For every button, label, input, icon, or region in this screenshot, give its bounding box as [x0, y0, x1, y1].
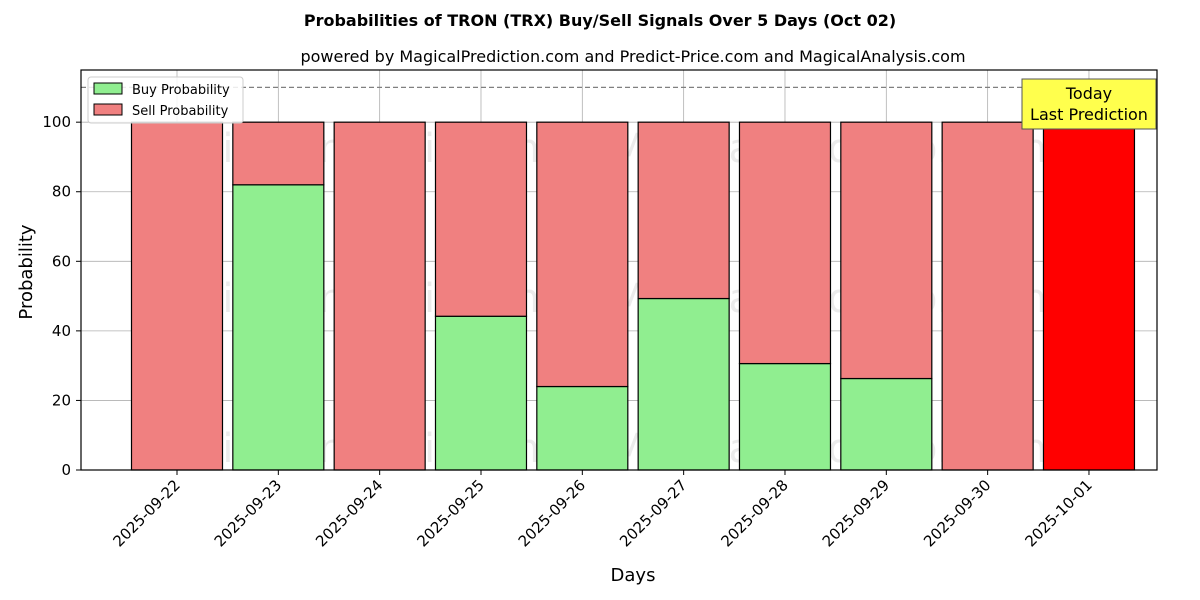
today-annotation-box: [1021, 78, 1157, 130]
legend-swatch-sell: [93, 103, 123, 116]
y-tick-label: 0: [61, 461, 71, 479]
bar-buy-2025-09-28: [738, 362, 832, 471]
today-annotation: Today Last Prediction: [1021, 78, 1157, 130]
x-tick-label: 2025-09-27: [616, 476, 690, 550]
bar-sell-2025-09-26: [536, 121, 629, 388]
bar-buy-2025-09-29: [840, 377, 933, 471]
x-tick-label: 2025-09-26: [515, 476, 589, 550]
x-tick-label: 2025-10-01: [1021, 476, 1095, 550]
bar-sell-2025-10-01: [1042, 121, 1136, 471]
chart-subtitle: powered by MagicalPrediction.com and Pre…: [300, 47, 965, 66]
plot-frame: [80, 69, 1158, 471]
x-tick-label: 2025-09-29: [819, 476, 893, 550]
y-tick-label: 80: [52, 183, 71, 201]
bar-sell-2025-09-27: [637, 121, 730, 300]
bar-buy-2025-09-26: [536, 385, 629, 471]
legend: Buy Probability Sell Probability: [87, 76, 244, 124]
today-annotation-line-1: Today: [1065, 84, 1112, 103]
x-tick-label: 2025-09-30: [920, 476, 994, 550]
x-axis-label: Days: [611, 565, 656, 586]
bar-sell-2025-09-24: [333, 121, 426, 471]
y-tick-label: 100: [42, 113, 71, 131]
legend-label-buy: Buy Probability: [132, 83, 230, 98]
x-tick-label: 2025-09-23: [211, 476, 285, 550]
bar-buy-2025-09-25: [434, 315, 528, 471]
bars: [130, 121, 1136, 471]
bar-sell-2025-09-28: [738, 121, 832, 365]
x-tick-label: 2025-09-22: [109, 476, 183, 550]
y-axis-label: Probability: [16, 224, 37, 319]
x-tick-label: 2025-09-28: [717, 476, 791, 550]
bar-sell-2025-09-25: [434, 121, 528, 317]
bar-sell-2025-09-30: [941, 121, 1034, 471]
y-tick-label: 40: [52, 322, 71, 340]
bar-sell-2025-09-23: [232, 121, 325, 186]
bar-buy-2025-09-27: [637, 297, 730, 471]
x-tick-label: 2025-09-25: [413, 476, 487, 550]
y-tick-label: 60: [52, 252, 71, 270]
legend-box: [87, 76, 244, 124]
y-tick-label: 20: [52, 391, 71, 409]
x-axis: 2025-09-22 2025-09-23 2025-09-24 2025-09-25…: [109, 470, 1096, 550]
legend-label-sell: Sell Probability: [132, 104, 229, 119]
y-axis: 0 20 40 60 80 100: [42, 113, 81, 479]
bar-sell-2025-09-29: [840, 121, 933, 380]
x-tick-label: 2025-09-24: [312, 476, 386, 550]
today-annotation-line-2: Last Prediction: [1030, 105, 1148, 124]
bar-sell-2025-09-22: [130, 121, 224, 471]
chart-title: Probabilities of TRON (TRX) Buy/Sell Sig…: [304, 11, 896, 30]
legend-swatch-buy: [93, 82, 123, 95]
bar-buy-2025-09-23: [232, 184, 325, 471]
